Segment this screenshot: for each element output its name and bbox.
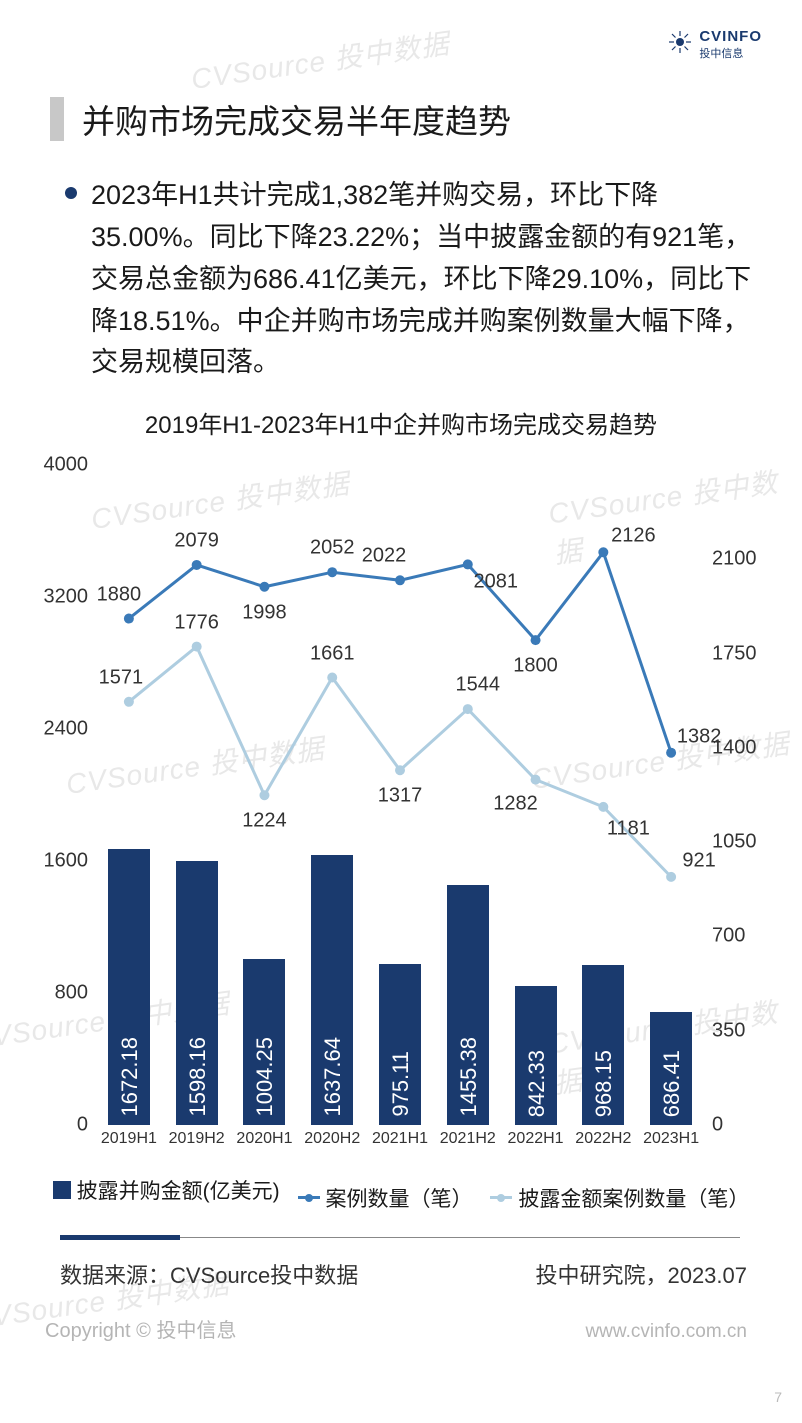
legend-line1: 案例数量（笔） bbox=[298, 1183, 473, 1213]
y-axis-right: 03507001050140017502100 bbox=[708, 465, 760, 1125]
bar-value-label: 1004.25 bbox=[252, 1037, 278, 1117]
x-tick: 2023H1 bbox=[643, 1130, 699, 1148]
summary-bullet: 2023年H1共计完成1,382笔并购交易，环比下降35.00%。同比下降23.… bbox=[65, 175, 752, 384]
y2-tick: 0 bbox=[712, 1114, 723, 1137]
line-value-label: 1382 bbox=[677, 725, 722, 748]
bar: 1598.16 bbox=[176, 861, 218, 1125]
bar-value-label: 686.41 bbox=[659, 1050, 685, 1117]
line-value-label: 1571 bbox=[99, 666, 144, 689]
line-value-label: 2126 bbox=[611, 525, 656, 548]
page-number: 7 bbox=[774, 1389, 782, 1405]
bar-value-label: 1672.18 bbox=[117, 1037, 143, 1117]
y1-tick: 2400 bbox=[44, 718, 89, 741]
bar: 842.33 bbox=[515, 986, 557, 1125]
bar: 686.41 bbox=[650, 1012, 692, 1125]
legend-bar-label: 披露并购金额(亿美元) bbox=[77, 1175, 280, 1205]
legend-line2-label: 披露金额案例数量（笔） bbox=[518, 1183, 749, 1213]
y-axis-left: 08001600240032004000 bbox=[40, 465, 92, 1125]
chart-legend: 披露并购金额(亿美元) 案例数量（笔） 披露金额案例数量（笔） bbox=[0, 1175, 802, 1213]
title-accent-bar bbox=[50, 97, 64, 141]
combo-chart: 08001600240032004000 0350700105014001750… bbox=[40, 455, 760, 1155]
x-axis: 2019H1 2019H2 2020H1 2020H2 2021H1 2021H2 2022… bbox=[95, 1130, 705, 1154]
bar: 1455.38 bbox=[447, 885, 489, 1125]
line-value-label: 2052 bbox=[310, 537, 355, 560]
bar: 1637.64 bbox=[311, 855, 353, 1125]
bar: 1672.18 bbox=[108, 849, 150, 1125]
x-tick: 2020H2 bbox=[304, 1130, 360, 1148]
bar: 968.15 bbox=[582, 965, 624, 1125]
y1-tick: 0 bbox=[77, 1114, 88, 1137]
line-value-label: 1224 bbox=[242, 810, 287, 833]
bar-value-label: 975.11 bbox=[388, 1051, 414, 1117]
line-value-label: 1282 bbox=[493, 792, 538, 815]
y2-tick: 2100 bbox=[712, 548, 757, 571]
x-tick: 2019H2 bbox=[169, 1130, 225, 1148]
bar: 1004.25 bbox=[243, 959, 285, 1125]
line-value-label: 1880 bbox=[97, 583, 142, 606]
footer-divider bbox=[60, 1235, 740, 1240]
source-left: 数据来源：CVSource投中数据 bbox=[60, 1258, 358, 1290]
brand-logo: CVINFO 投中信息 bbox=[669, 28, 762, 61]
bar-value-label: 842.33 bbox=[524, 1050, 550, 1117]
line-value-label: 921 bbox=[682, 849, 715, 872]
line-value-label: 1998 bbox=[242, 601, 287, 624]
bar-value-label: 968.15 bbox=[591, 1050, 617, 1117]
url-text: www.cvinfo.com.cn bbox=[585, 1321, 747, 1343]
logo-main-text: CVINFO bbox=[699, 28, 762, 45]
y2-tick: 1050 bbox=[712, 831, 757, 854]
y1-tick: 3200 bbox=[44, 586, 89, 609]
copyright-text: Copyright © 投中信息 bbox=[45, 1314, 236, 1343]
line-value-label: 1800 bbox=[513, 655, 558, 678]
bar-value-label: 1598.16 bbox=[185, 1037, 211, 1117]
x-tick: 2019H1 bbox=[101, 1130, 157, 1148]
line-value-label: 2022 bbox=[362, 545, 407, 568]
line-value-label: 1544 bbox=[456, 674, 501, 697]
x-tick: 2021H2 bbox=[440, 1130, 496, 1148]
line-value-label: 1661 bbox=[310, 642, 355, 665]
y1-tick: 800 bbox=[55, 982, 88, 1005]
bar-value-label: 1637.64 bbox=[320, 1037, 346, 1117]
section-title-block: 并购市场完成交易半年度趋势 bbox=[50, 95, 511, 143]
y1-tick: 4000 bbox=[44, 454, 89, 477]
watermark: CVSource 投中数据 bbox=[188, 22, 451, 98]
x-tick: 2022H1 bbox=[508, 1130, 564, 1148]
source-right: 投中研究院，2023.07 bbox=[535, 1258, 747, 1290]
line-value-label: 1317 bbox=[378, 785, 423, 808]
x-tick: 2020H1 bbox=[236, 1130, 292, 1148]
line-value-label: 1776 bbox=[174, 611, 219, 634]
line-value-label: 2081 bbox=[474, 571, 519, 594]
summary-text: 2023年H1共计完成1,382笔并购交易，环比下降35.00%。同比下降23.… bbox=[91, 175, 752, 384]
line-value-label: 2079 bbox=[174, 529, 219, 552]
chart-title: 2019年H1-2023年H1中企并购市场完成交易趋势 bbox=[0, 405, 802, 440]
legend-bar: 披露并购金额(亿美元) bbox=[53, 1175, 280, 1205]
source-row: 数据来源：CVSource投中数据 投中研究院，2023.07 bbox=[60, 1258, 747, 1290]
y2-tick: 700 bbox=[712, 925, 745, 948]
legend-line1-label: 案例数量（笔） bbox=[326, 1183, 473, 1213]
logo-sub-text: 投中信息 bbox=[699, 45, 762, 61]
logo-icon bbox=[669, 31, 691, 58]
section-title: 并购市场完成交易半年度趋势 bbox=[82, 95, 511, 143]
bullet-dot-icon bbox=[65, 187, 77, 199]
x-tick: 2021H1 bbox=[372, 1130, 428, 1148]
x-tick: 2022H2 bbox=[575, 1130, 631, 1148]
line-value-label: 1181 bbox=[607, 817, 650, 840]
bar-value-label: 1455.38 bbox=[456, 1037, 482, 1117]
y1-tick: 1600 bbox=[44, 850, 89, 873]
y2-tick: 350 bbox=[712, 1019, 745, 1042]
plot-area: 1672.18 1598.16 1004.25 1637.64 975.11 1455.3… bbox=[95, 465, 705, 1125]
bar: 975.11 bbox=[379, 964, 421, 1125]
y2-tick: 1750 bbox=[712, 642, 757, 665]
legend-line2: 披露金额案例数量（笔） bbox=[490, 1183, 749, 1213]
